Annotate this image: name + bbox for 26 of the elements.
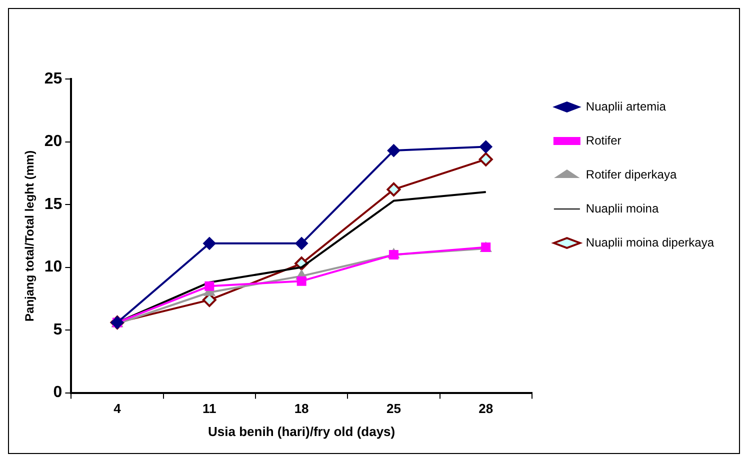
point bbox=[202, 236, 216, 250]
x-tick-label: 11 bbox=[202, 401, 216, 416]
point bbox=[478, 152, 493, 166]
y-tick-label: 15 bbox=[44, 196, 62, 213]
y-tick-label: 10 bbox=[44, 258, 62, 276]
legend-label: Rotifer diperkaya bbox=[586, 167, 677, 182]
x-axis-title: Usia benih (hari)/fry old (days) bbox=[208, 424, 396, 439]
legend-label: Rotifer bbox=[586, 133, 622, 148]
point bbox=[479, 140, 492, 154]
legend-label: Nuaplii moina bbox=[586, 201, 659, 216]
point bbox=[387, 144, 400, 158]
point bbox=[204, 281, 214, 291]
point bbox=[386, 182, 401, 196]
legend-label: Nuaplii artemia bbox=[586, 99, 666, 114]
x-tick-label: 28 bbox=[478, 401, 494, 416]
y-axis-title: Panjang total/Total leght (mm) bbox=[22, 150, 37, 322]
y-tick-label: 0 bbox=[53, 384, 62, 402]
point bbox=[296, 276, 306, 286]
x-tick-label: 25 bbox=[386, 401, 401, 416]
point bbox=[295, 236, 308, 250]
x-tick-label: 18 bbox=[294, 401, 309, 416]
y-tick-label: 25 bbox=[44, 70, 62, 88]
y-tick-label: 5 bbox=[53, 321, 62, 338]
y-tick-label: 20 bbox=[44, 133, 62, 150]
x-tick-label: 4 bbox=[114, 401, 122, 416]
legend-label: Nuaplii moina diperkaya bbox=[586, 235, 714, 250]
